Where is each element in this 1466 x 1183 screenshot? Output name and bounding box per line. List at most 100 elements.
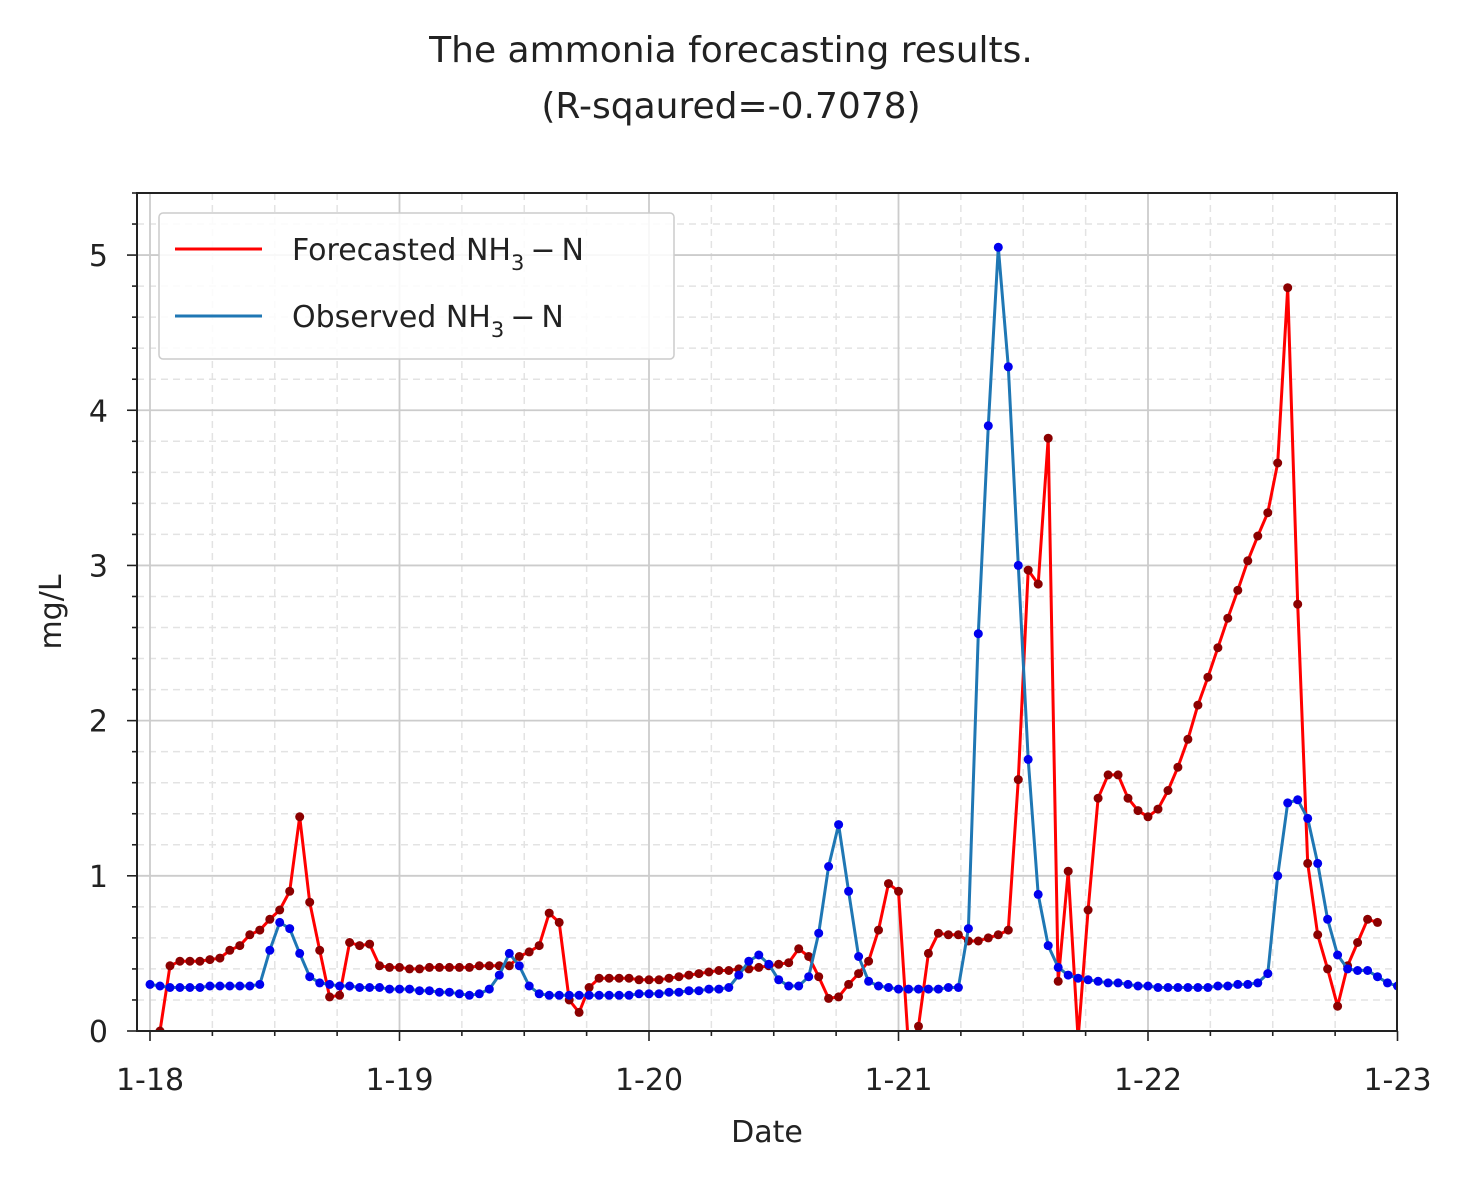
data-point (494, 970, 504, 980)
data-point (444, 987, 454, 997)
data-point (155, 981, 165, 991)
data-point (415, 964, 424, 974)
data-point (1173, 762, 1183, 772)
data-point (1323, 914, 1333, 924)
data-point (544, 908, 554, 918)
y-tick-label: 2 (89, 705, 108, 740)
data-point (1243, 979, 1253, 989)
data-point (504, 948, 514, 958)
data-point (255, 979, 265, 989)
data-point (345, 938, 355, 947)
data-point (1373, 917, 1382, 927)
data-point (225, 945, 235, 955)
data-point (1283, 798, 1293, 808)
data-point (315, 978, 325, 988)
data-point (1043, 433, 1053, 443)
legend-label-observed: Observed NH3 − N (292, 300, 564, 342)
x-tick-label: 1-18 (116, 1063, 184, 1098)
data-point (1363, 914, 1373, 924)
data-point (694, 969, 704, 979)
data-point (1003, 925, 1013, 935)
data-point (385, 962, 394, 972)
ticks: 1-18 1-19 1-20 1-21 1-22 1-23 0 1 2 3 4 5 (89, 192, 1432, 1098)
data-point (524, 981, 534, 991)
data-point (365, 939, 375, 949)
data-point (285, 924, 295, 934)
data-point (734, 970, 744, 980)
data-point (424, 962, 434, 972)
data-point (634, 989, 644, 999)
data-point (534, 941, 544, 951)
data-point (1163, 786, 1173, 795)
data-point (1383, 978, 1392, 988)
data-point (894, 984, 903, 994)
data-point (325, 992, 335, 1002)
data-point (1313, 858, 1323, 868)
data-point (1103, 978, 1113, 988)
data-point (454, 989, 464, 999)
data-point (1153, 983, 1163, 992)
data-point (1013, 775, 1023, 785)
data-point (1063, 866, 1073, 876)
x-tick-label: 1-20 (615, 1063, 683, 1098)
data-point (444, 962, 454, 972)
data-point (943, 983, 953, 992)
data-point (854, 969, 864, 979)
data-point (245, 981, 255, 991)
data-point (684, 986, 694, 996)
data-point (1333, 1001, 1343, 1011)
data-point (1163, 983, 1173, 992)
data-point (804, 952, 814, 961)
data-point (1213, 643, 1223, 653)
data-point (904, 1042, 913, 1051)
data-point (345, 981, 355, 991)
data-point (784, 958, 794, 968)
x-tick-label: 1-23 (1363, 1063, 1431, 1098)
data-point (644, 975, 654, 985)
data-point (1093, 976, 1103, 986)
data-point (744, 956, 754, 966)
data-point (1303, 858, 1313, 868)
y-tick-label: 3 (89, 549, 108, 584)
data-point (1283, 283, 1293, 293)
data-point (1033, 889, 1043, 899)
data-point (355, 941, 365, 951)
data-point (1123, 979, 1133, 989)
data-point (814, 972, 824, 982)
data-point (774, 975, 784, 985)
data-point (953, 930, 963, 940)
data-point (1193, 700, 1203, 710)
data-point (574, 990, 584, 1000)
data-point (434, 962, 444, 972)
data-point (534, 989, 544, 999)
data-point (1233, 585, 1243, 595)
data-point (195, 983, 205, 992)
data-point (1033, 579, 1043, 589)
data-point (584, 983, 594, 992)
data-point (1183, 983, 1193, 992)
grid (137, 192, 1397, 1031)
data-point (1133, 806, 1143, 816)
data-point (933, 984, 943, 994)
data-point (844, 886, 854, 896)
data-point (634, 975, 644, 985)
data-point (1373, 972, 1382, 982)
data-point (914, 1021, 923, 1031)
data-point (694, 986, 704, 996)
data-point (704, 967, 714, 977)
data-point (484, 961, 494, 971)
data-point (405, 964, 414, 974)
data-point (554, 990, 564, 1000)
data-point (1343, 964, 1353, 974)
chart-title-line-1: The ammonia forecasting results. (428, 30, 1033, 71)
data-point (983, 421, 993, 431)
data-point (794, 944, 804, 954)
data-point (1074, 1034, 1083, 1043)
data-point (175, 983, 185, 992)
data-point (844, 979, 854, 989)
data-point (594, 990, 604, 1000)
data-point (594, 973, 604, 983)
data-point (155, 1026, 165, 1031)
data-point (754, 950, 764, 960)
